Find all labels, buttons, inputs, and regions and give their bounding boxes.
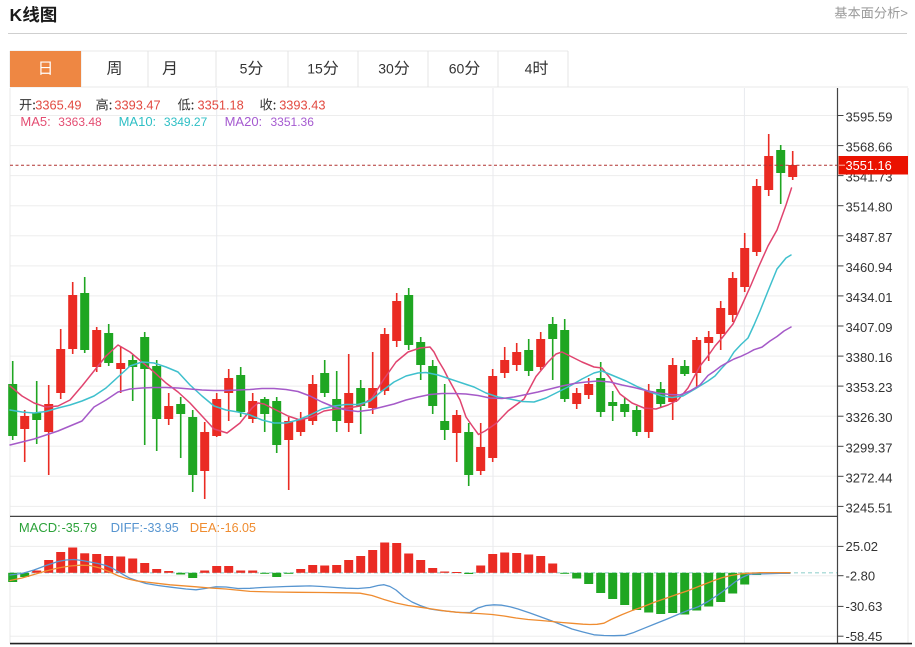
- svg-text:3272.44: 3272.44: [846, 470, 893, 485]
- svg-text:3351.18: 3351.18: [198, 97, 244, 112]
- svg-text:3299.37: 3299.37: [846, 440, 893, 455]
- svg-text:3460.94: 3460.94: [846, 260, 893, 275]
- svg-text:30: 30: [378, 61, 394, 77]
- svg-text:3380.16: 3380.16: [846, 350, 893, 365]
- svg-text:5: 5: [240, 61, 248, 77]
- svg-text:3551.16: 3551.16: [846, 158, 892, 173]
- svg-text:3595.59: 3595.59: [846, 110, 893, 125]
- svg-text:3351.36: 3351.36: [271, 115, 315, 129]
- svg-text:3326.30: 3326.30: [846, 410, 893, 425]
- svg-text:MACD:: MACD:: [19, 520, 61, 535]
- svg-text:3349.27: 3349.27: [164, 115, 208, 129]
- svg-text:3568.66: 3568.66: [846, 140, 893, 155]
- svg-text:60: 60: [449, 61, 465, 77]
- svg-text:MA20:: MA20:: [225, 114, 263, 129]
- svg-text:3407.09: 3407.09: [846, 320, 893, 335]
- svg-text:3393.43: 3393.43: [279, 97, 325, 112]
- svg-text:15: 15: [307, 61, 323, 77]
- svg-text:>: >: [900, 6, 908, 21]
- svg-text:3393.47: 3393.47: [114, 97, 160, 112]
- svg-text:-16.05: -16.05: [221, 521, 256, 535]
- svg-text:3245.51: 3245.51: [846, 500, 893, 515]
- svg-text:MA5:: MA5:: [20, 114, 50, 129]
- svg-text:DEA:: DEA:: [190, 520, 220, 535]
- svg-text:3353.23: 3353.23: [846, 380, 893, 395]
- svg-text:3514.80: 3514.80: [846, 200, 893, 215]
- svg-text:K: K: [10, 5, 23, 25]
- svg-text:MA10:: MA10:: [119, 114, 157, 129]
- svg-text:-33.95: -33.95: [143, 521, 178, 535]
- svg-text:25.02: 25.02: [846, 539, 879, 554]
- svg-text:3487.87: 3487.87: [846, 230, 893, 245]
- svg-text:3434.01: 3434.01: [846, 290, 893, 305]
- svg-text:-35.79: -35.79: [62, 521, 97, 535]
- svg-text:-2.80: -2.80: [846, 568, 876, 583]
- svg-text:-30.63: -30.63: [846, 599, 883, 614]
- svg-text:DIFF:: DIFF:: [111, 520, 144, 535]
- svg-text:-58.45: -58.45: [846, 629, 883, 644]
- svg-text:3363.48: 3363.48: [58, 115, 102, 129]
- svg-text:4: 4: [525, 61, 533, 77]
- svg-text:3365.49: 3365.49: [35, 97, 81, 112]
